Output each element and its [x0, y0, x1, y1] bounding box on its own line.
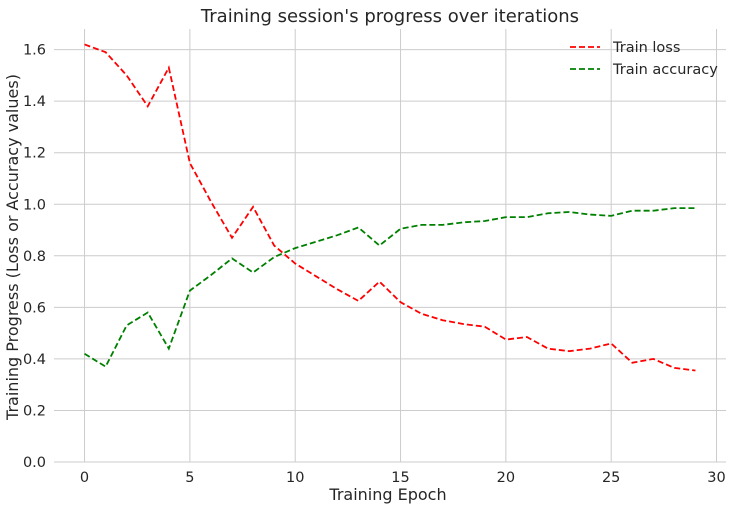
x-axis-label: Training Epoch [328, 485, 446, 504]
y-tick-label: 1.0 [23, 197, 46, 213]
x-tick-label: 20 [497, 470, 515, 486]
series-layer [84, 43, 696, 372]
y-tick-label: 0.0 [23, 455, 46, 471]
grid [54, 29, 726, 463]
x-tick-label: 10 [286, 470, 304, 486]
x-tick-label: 25 [602, 470, 620, 486]
y-tick-label: 0.8 [23, 249, 46, 265]
x-tick-label: 15 [391, 470, 409, 486]
series-line-train-loss [84, 43, 696, 372]
y-tick-label: 1.6 [23, 43, 46, 59]
y-tick-label: 1.4 [23, 94, 46, 110]
legend: Train loss Train accuracy [570, 40, 718, 78]
x-tick-label: 30 [707, 470, 725, 486]
y-tick-label: 1.2 [23, 146, 46, 162]
y-tick-label: 0.2 [23, 403, 46, 419]
chart-title: Training session's progress over iterati… [200, 6, 579, 27]
series-line-train-accuracy [84, 207, 696, 368]
tick-labels: 0 5 10 15 20 25 30 0.0 0.2 0.4 0.6 0.8 1.0 1.2 1.4 1.6 [23, 43, 726, 486]
y-tick-label: 0.6 [23, 300, 46, 316]
legend-label: Train loss [612, 40, 680, 56]
y-axis-label: Training Progress (Loss or Accuracy valu… [3, 74, 22, 421]
x-tick-label: 5 [185, 470, 194, 486]
x-tick-label: 0 [80, 470, 89, 486]
y-tick-label: 0.4 [23, 352, 46, 368]
legend-label: Train accuracy [612, 62, 718, 78]
